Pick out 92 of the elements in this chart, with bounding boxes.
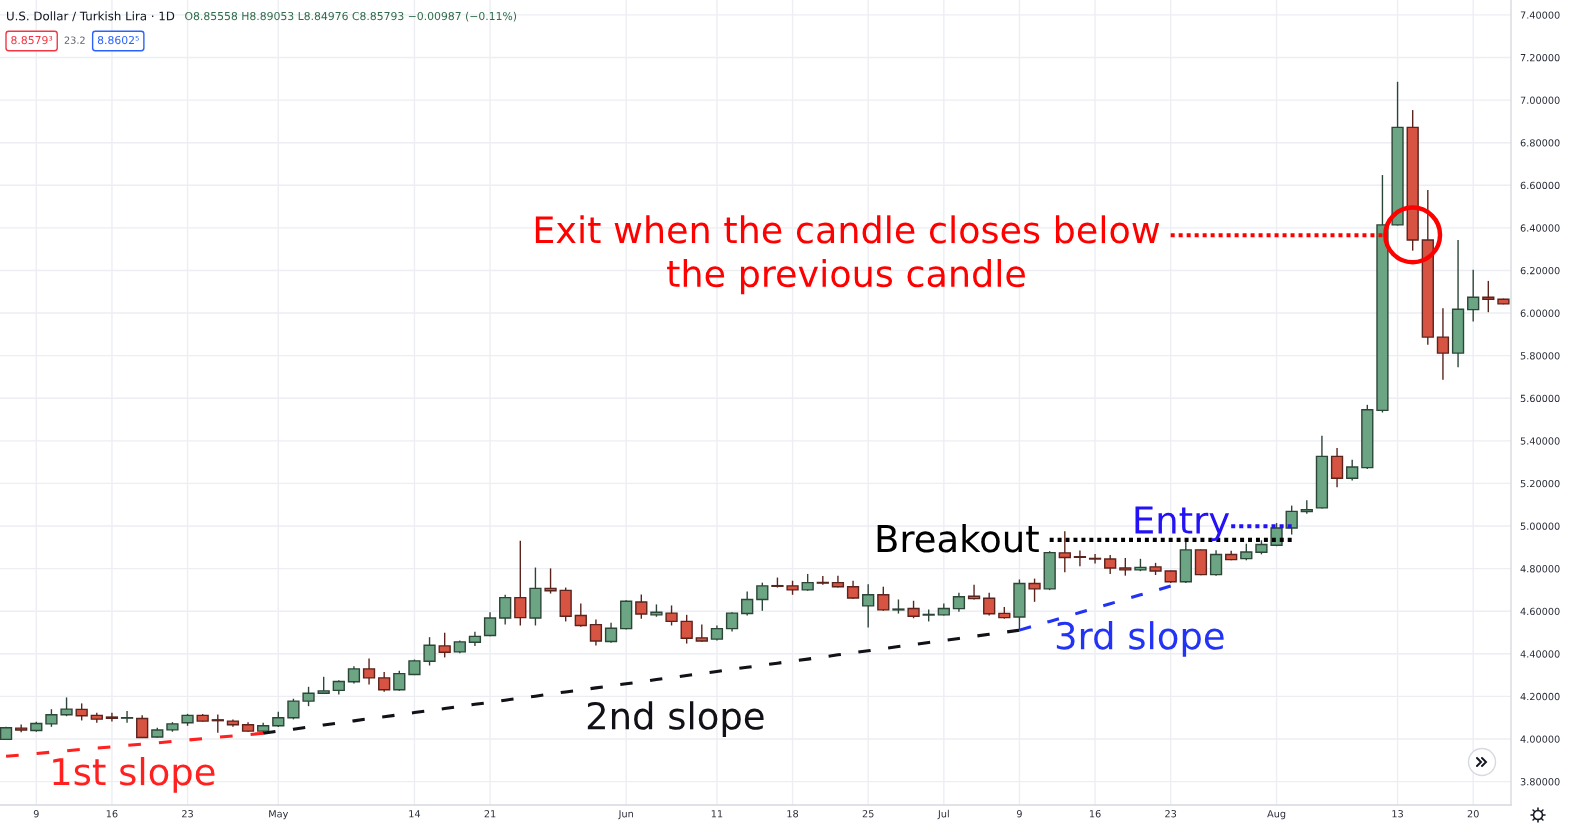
candlestick bbox=[589, 618, 603, 647]
y-tick-label: 4.20000 bbox=[1520, 692, 1560, 701]
x-tick-label: Jun bbox=[618, 810, 633, 820]
candlestick bbox=[1467, 269, 1480, 323]
x-tick-label: 11 bbox=[711, 810, 723, 818]
series-label: 3rd slope bbox=[1056, 621, 1224, 657]
series-label: 2nd slope bbox=[587, 701, 764, 737]
y-tick-label: 5.20000 bbox=[1520, 479, 1560, 488]
candlestick bbox=[514, 540, 527, 627]
y-tick-label: 6.20000 bbox=[1520, 266, 1560, 275]
candlestick bbox=[1346, 459, 1359, 482]
candlestick bbox=[60, 696, 73, 717]
candlestick bbox=[1436, 307, 1450, 381]
candlestick bbox=[680, 614, 693, 645]
candlestick bbox=[393, 670, 406, 692]
x-tick-label: 25 bbox=[862, 810, 874, 818]
x-tick-label: 21 bbox=[484, 810, 496, 818]
x-tick-label: Aug bbox=[1267, 810, 1286, 820]
annotation: 8.8579³ bbox=[11, 35, 53, 45]
candlestick bbox=[1104, 554, 1117, 575]
candlestick bbox=[1058, 530, 1071, 573]
y-tick-label: 6.60000 bbox=[1520, 181, 1560, 190]
candlestick bbox=[816, 575, 829, 586]
candlestick bbox=[378, 671, 391, 693]
x-tick-label: 18 bbox=[787, 810, 799, 818]
candlestick bbox=[1073, 549, 1087, 567]
x-tick-label: 9 bbox=[1016, 810, 1022, 818]
candlestick bbox=[1482, 280, 1495, 313]
y-tick-label: 4.80000 bbox=[1520, 565, 1560, 573]
candlestick bbox=[120, 710, 134, 724]
candlestick bbox=[136, 714, 149, 739]
candlestick bbox=[695, 623, 708, 643]
candlestick bbox=[423, 636, 436, 667]
candlestick bbox=[105, 712, 119, 723]
y-tick-label: 7.00000 bbox=[1520, 96, 1560, 104]
series-label: Exit when the candle closes below the previous candle bbox=[535, 215, 1160, 295]
y-tick-label: 3.80000 bbox=[1520, 778, 1560, 786]
candlestick bbox=[725, 611, 739, 633]
candlestick bbox=[665, 604, 678, 627]
y-tick-label: 6.40000 bbox=[1520, 224, 1560, 232]
candlestick bbox=[287, 698, 300, 721]
y-tick-label: 5.60000 bbox=[1520, 394, 1560, 403]
y-tick-label: 5.00000 bbox=[1520, 522, 1560, 530]
x-tick-label: 23 bbox=[182, 810, 193, 818]
y-tick-label: 5.80000 bbox=[1520, 352, 1560, 360]
y-tick-label: 4.60000 bbox=[1520, 607, 1560, 616]
annotation: 23.2 bbox=[64, 36, 85, 44]
candlestick bbox=[983, 591, 996, 617]
candlestick bbox=[1028, 577, 1041, 603]
text: O8.85558 H8.89053 L8.84976 C8.85793 −0.00987 (−0.11%) bbox=[185, 11, 517, 22]
candlestick bbox=[1285, 504, 1298, 536]
candlestick bbox=[438, 632, 451, 659]
candlestick bbox=[211, 713, 224, 734]
candlestick bbox=[877, 586, 890, 612]
annotation: 8.8602⁵ bbox=[97, 35, 139, 45]
candlestick bbox=[862, 583, 875, 629]
candlestick bbox=[1088, 553, 1102, 565]
y-tick-label: 5.40000 bbox=[1520, 437, 1560, 445]
y-tick-label: 6.80000 bbox=[1520, 139, 1560, 147]
line-series bbox=[261, 628, 1021, 735]
candlestick bbox=[952, 591, 966, 613]
x-tick-label: May bbox=[269, 810, 289, 820]
candlestick bbox=[483, 611, 497, 638]
x-tick-label: 14 bbox=[409, 810, 421, 818]
candlestick bbox=[574, 602, 587, 628]
candlestick bbox=[1209, 549, 1223, 577]
candlestick bbox=[604, 622, 618, 644]
candlestick bbox=[362, 657, 376, 686]
series-label: 1st slope bbox=[53, 757, 215, 793]
candlestick bbox=[1300, 499, 1313, 515]
candlestick bbox=[302, 686, 315, 707]
candlestick bbox=[1330, 447, 1344, 488]
candlestick bbox=[741, 590, 754, 617]
x-tick-label: 23 bbox=[1165, 810, 1177, 818]
candlestick bbox=[756, 581, 769, 612]
line-series bbox=[4, 731, 265, 758]
y-tick-label: 6.00000 bbox=[1520, 309, 1560, 317]
y-tick-label: 7.20000 bbox=[1520, 53, 1560, 62]
series-label: Entry bbox=[1135, 506, 1230, 542]
x-tick-label: 9 bbox=[33, 810, 39, 818]
x-tick-label: 16 bbox=[1089, 810, 1101, 818]
x-tick-label: Jul bbox=[937, 809, 949, 820]
y-tick-label: 4.40000 bbox=[1520, 650, 1560, 658]
candlestick bbox=[635, 593, 648, 620]
y-tick-label: 4.00000 bbox=[1520, 735, 1560, 743]
y-tick-label: 7.40000 bbox=[1520, 11, 1560, 19]
x-tick-label: 13 bbox=[1392, 810, 1403, 818]
text: U.S. Dollar / Turkish Lira · 1D bbox=[7, 11, 175, 22]
x-tick-label: 16 bbox=[106, 810, 118, 818]
candlestick bbox=[499, 594, 512, 626]
x-tick-label: 20 bbox=[1467, 810, 1479, 818]
series-label: Breakout bbox=[877, 523, 1039, 553]
